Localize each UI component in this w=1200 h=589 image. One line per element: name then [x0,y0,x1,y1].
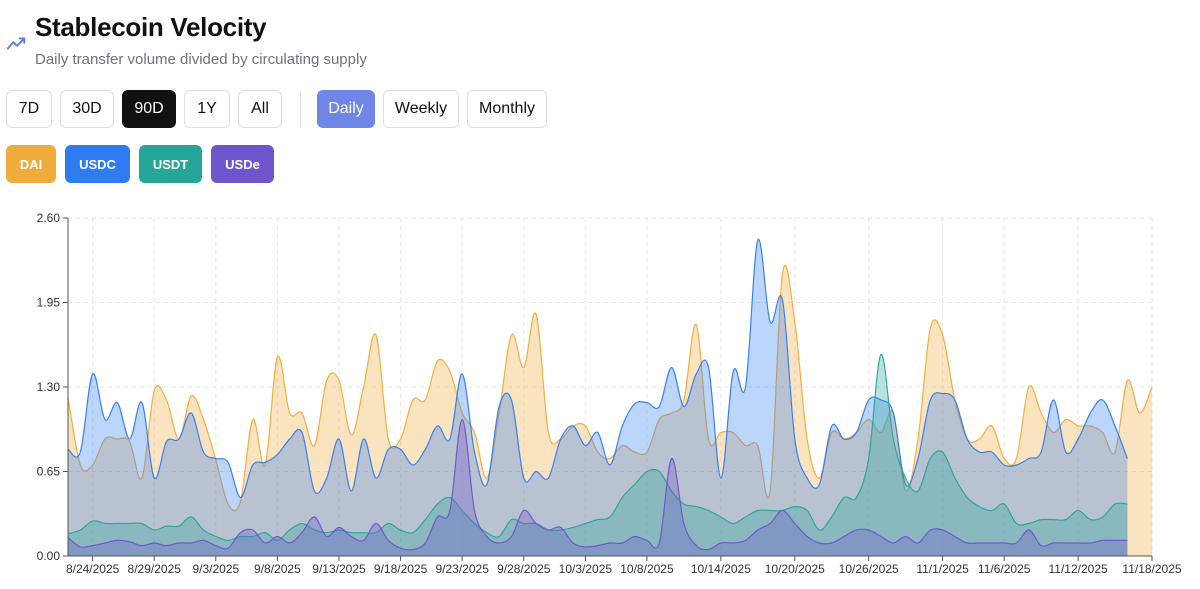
range-30d-button[interactable]: 30D [60,90,114,128]
page-subtitle: Daily transfer volume divided by circula… [35,51,367,68]
toggle-usdt-button[interactable]: USDT [139,145,202,183]
toggle-usdc-button[interactable]: USDC [65,145,130,183]
toggle-usde-button[interactable]: USDe [211,145,274,183]
y-tick-label: 1.30 [37,380,61,394]
granularity-daily-button[interactable]: Daily [317,90,375,128]
chart-areas [67,238,1153,556]
x-tick-label: 9/8/2025 [254,562,301,576]
y-tick-label: 0.65 [37,465,61,479]
series-area-dai [68,265,1152,556]
x-tick-label: 9/18/2025 [374,562,428,576]
granularity-weekly-button[interactable]: Weekly [383,90,459,128]
x-tick-label: 11/1/2025 [916,562,969,576]
x-tick-label: 9/23/2025 [435,562,489,576]
series-line-usdt [67,353,1128,542]
x-tick-label: 10/14/2025 [691,562,751,576]
series-area-usde [68,419,1128,556]
chart-axes: 0.00 0.65 1.30 1.95 2.60 8/24/2025 8/29/2025 9/… [37,211,1182,576]
x-tick-label: 9/3/2025 [192,562,239,576]
range-90d-button[interactable]: 90D [122,90,176,128]
control-divider [300,91,301,127]
range-all-button[interactable]: All [238,90,282,128]
range-1y-button[interactable]: 1Y [184,90,230,128]
x-tick-label: 10/3/2025 [559,562,613,576]
x-tick-label: 9/28/2025 [497,562,551,576]
x-tick-label: 8/29/2025 [128,562,182,576]
series-toggle-bar: DAI USDC USDT USDe [6,145,283,183]
x-tick-label: 11/6/2025 [978,562,1031,576]
x-tick-label: 11/12/2025 [1049,562,1108,576]
y-tick-label: 2.60 [37,211,61,225]
control-bar: 7D 30D 90D 1Y All Daily Weekly Monthly [6,90,555,128]
x-tick-label: 8/24/2025 [66,562,120,576]
series-area-usdc [68,239,1128,556]
x-tick-label: 10/26/2025 [839,562,899,576]
x-tick-label: 11/18/2025 [1122,562,1181,576]
series-line-usdc [67,238,1128,499]
trending-up-icon [6,37,26,50]
x-tick-label: 10/8/2025 [620,562,674,576]
x-tick-label: 9/13/2025 [312,562,366,576]
granularity-monthly-button[interactable]: Monthly [467,90,547,128]
range-7d-button[interactable]: 7D [6,90,52,128]
series-area-usdt [68,354,1128,556]
page-title: Stablecoin Velocity [35,12,267,42]
y-tick-label: 0.00 [37,549,61,563]
y-tick-label: 1.95 [37,296,61,310]
toggle-dai-button[interactable]: DAI [6,145,56,183]
x-tick-label: 10/20/2025 [765,562,825,576]
velocity-area-chart: 0.00 0.65 1.30 1.95 2.60 8/24/2025 8/29/2025 9/… [37,211,1182,576]
series-line-usde [67,418,1128,551]
header: Stablecoin Velocity Daily transfer volum… [6,10,367,68]
